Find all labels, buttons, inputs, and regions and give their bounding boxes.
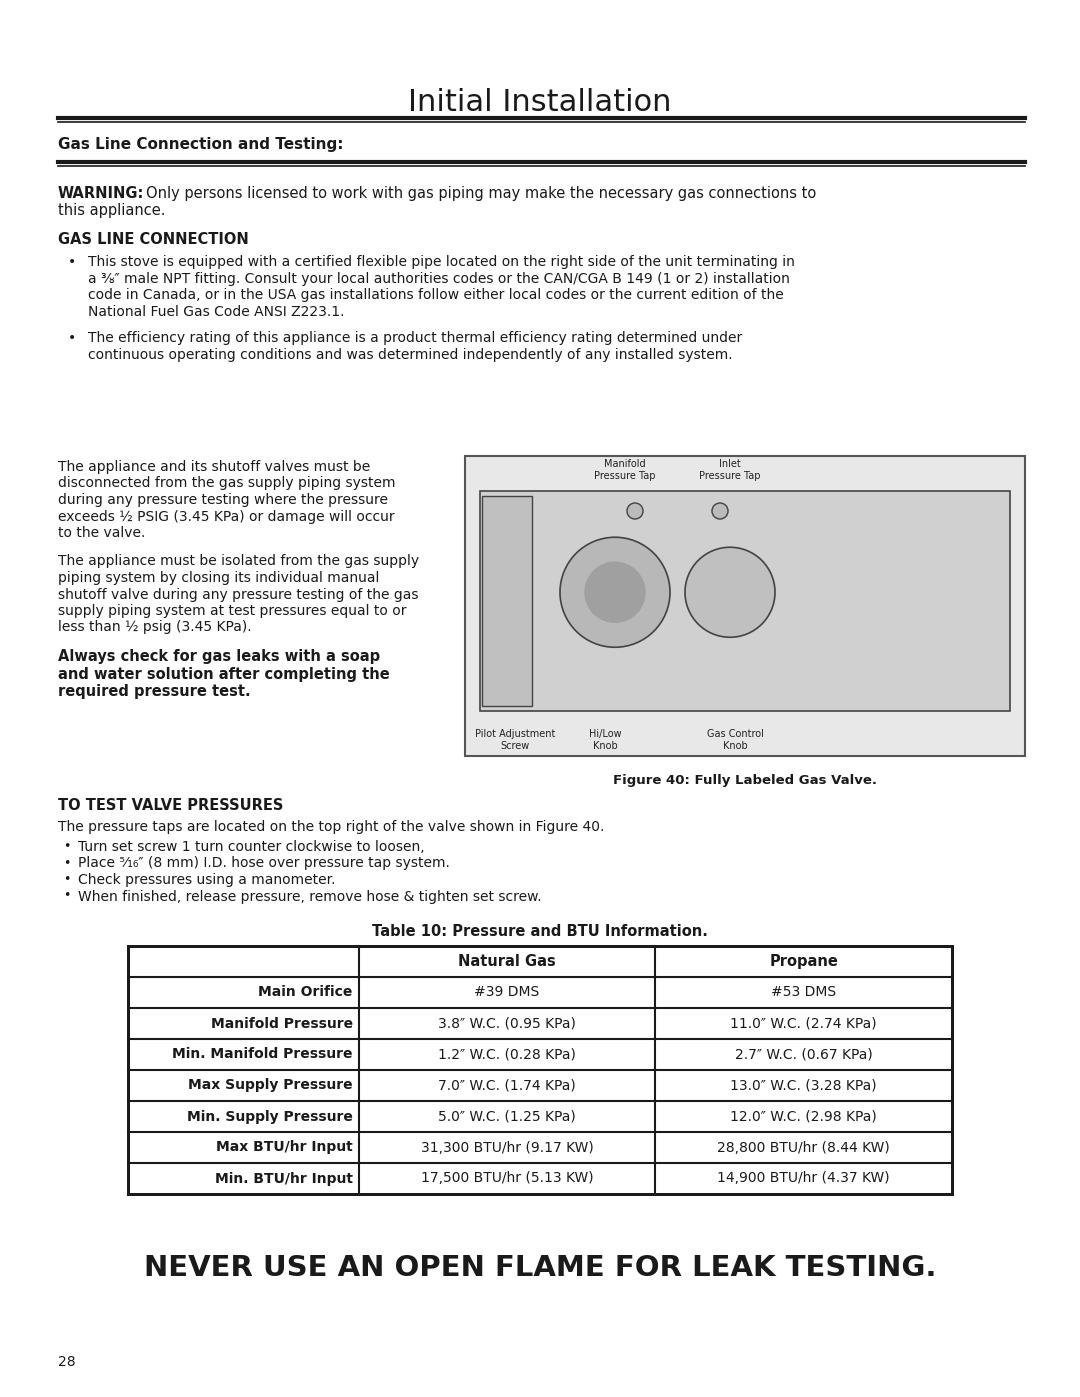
Text: to the valve.: to the valve. <box>58 527 146 541</box>
Text: When finished, release pressure, remove hose & tighten set screw.: When finished, release pressure, remove … <box>78 890 542 904</box>
Text: The appliance must be isolated from the gas supply: The appliance must be isolated from the … <box>58 555 419 569</box>
Text: 3.8″ W.C. (0.95 KPa): 3.8″ W.C. (0.95 KPa) <box>438 1017 576 1031</box>
Text: 7.0″ W.C. (1.74 KPa): 7.0″ W.C. (1.74 KPa) <box>438 1078 576 1092</box>
Text: Min. Supply Pressure: Min. Supply Pressure <box>187 1109 353 1123</box>
Text: This stove is equipped with a certified flexible pipe located on the right side : This stove is equipped with a certified … <box>87 256 795 270</box>
Bar <box>129 946 951 1194</box>
Text: The appliance and its shutoff valves must be: The appliance and its shutoff valves mus… <box>58 460 370 474</box>
Text: NEVER USE AN OPEN FLAME FOR LEAK TESTING.: NEVER USE AN OPEN FLAME FOR LEAK TESTING… <box>144 1255 936 1282</box>
Text: code in Canada, or in the USA gas installations follow either local codes or the: code in Canada, or in the USA gas instal… <box>87 288 784 302</box>
Text: shutoff valve during any pressure testing of the gas: shutoff valve during any pressure testin… <box>58 588 419 602</box>
Text: Check pressures using a manometer.: Check pressures using a manometer. <box>78 873 336 887</box>
Text: disconnected from the gas supply piping system: disconnected from the gas supply piping … <box>58 476 395 490</box>
Text: The efficiency rating of this appliance is a product thermal efficiency rating d: The efficiency rating of this appliance … <box>87 331 742 345</box>
Text: Min. Manifold Pressure: Min. Manifold Pressure <box>172 1048 353 1062</box>
Text: 2.7″ W.C. (0.67 KPa): 2.7″ W.C. (0.67 KPa) <box>734 1048 873 1062</box>
Text: 17,500 BTU/hr (5.13 KW): 17,500 BTU/hr (5.13 KW) <box>421 1172 593 1186</box>
Text: Manifold
Pressure Tap: Manifold Pressure Tap <box>594 460 656 481</box>
Text: Inlet
Pressure Tap: Inlet Pressure Tap <box>699 460 760 481</box>
Circle shape <box>561 538 670 647</box>
Text: Turn set screw 1 turn counter clockwise to loosen,: Turn set screw 1 turn counter clockwise … <box>78 840 424 854</box>
Text: •: • <box>68 256 77 270</box>
Text: GAS LINE CONNECTION: GAS LINE CONNECTION <box>58 232 248 247</box>
Text: Main Orifice: Main Orifice <box>258 985 353 999</box>
Text: •: • <box>63 840 70 854</box>
Text: 5.0″ W.C. (1.25 KPa): 5.0″ W.C. (1.25 KPa) <box>438 1109 576 1123</box>
Text: Max BTU/hr Input: Max BTU/hr Input <box>216 1140 353 1154</box>
Text: Hi/Low
Knob: Hi/Low Knob <box>589 729 621 752</box>
Text: Figure 40: Fully Labeled Gas Valve.: Figure 40: Fully Labeled Gas Valve. <box>613 774 877 787</box>
Bar <box>465 455 1025 756</box>
Text: and water solution after completing the: and water solution after completing the <box>58 666 390 682</box>
Text: exceeds ½ PSIG (3.45 KPa) or damage will occur: exceeds ½ PSIG (3.45 KPa) or damage will… <box>58 510 394 524</box>
Text: 31,300 BTU/hr (9.17 KW): 31,300 BTU/hr (9.17 KW) <box>421 1140 593 1154</box>
Text: The pressure taps are located on the top right of the valve shown in Figure 40.: The pressure taps are located on the top… <box>58 820 605 834</box>
Text: 28,800 BTU/hr (8.44 KW): 28,800 BTU/hr (8.44 KW) <box>717 1140 890 1154</box>
Bar <box>482 496 532 705</box>
Text: 11.0″ W.C. (2.74 KPa): 11.0″ W.C. (2.74 KPa) <box>730 1017 877 1031</box>
Text: Manifold Pressure: Manifold Pressure <box>211 1017 353 1031</box>
Text: a ⅜″ male NPT fitting. Consult your local authorities codes or the CAN/CGA B 149: a ⅜″ male NPT fitting. Consult your loca… <box>87 271 789 285</box>
Text: Min. BTU/hr Input: Min. BTU/hr Input <box>215 1172 353 1186</box>
Circle shape <box>712 503 728 520</box>
Text: piping system by closing its individual manual: piping system by closing its individual … <box>58 571 379 585</box>
Text: Initial Installation: Initial Installation <box>408 88 672 117</box>
Text: •: • <box>68 331 77 345</box>
Text: Gas Control
Knob: Gas Control Knob <box>706 729 764 752</box>
Text: #39 DMS: #39 DMS <box>474 985 540 999</box>
Text: •: • <box>63 873 70 886</box>
Bar <box>480 490 1010 711</box>
Text: WARNING:: WARNING: <box>58 186 145 201</box>
Text: continuous operating conditions and was determined independently of any installe: continuous operating conditions and was … <box>87 348 732 362</box>
Text: Table 10: Pressure and BTU Information.: Table 10: Pressure and BTU Information. <box>373 923 707 939</box>
Text: 14,900 BTU/hr (4.37 KW): 14,900 BTU/hr (4.37 KW) <box>717 1172 890 1186</box>
Circle shape <box>627 503 643 520</box>
Text: 28: 28 <box>58 1355 76 1369</box>
Text: during any pressure testing where the pressure: during any pressure testing where the pr… <box>58 493 388 507</box>
Text: 12.0″ W.C. (2.98 KPa): 12.0″ W.C. (2.98 KPa) <box>730 1109 877 1123</box>
Text: Propane: Propane <box>769 954 838 970</box>
Text: National Fuel Gas Code ANSI Z223.1.: National Fuel Gas Code ANSI Z223.1. <box>87 305 345 319</box>
Text: 1.2″ W.C. (0.28 KPa): 1.2″ W.C. (0.28 KPa) <box>438 1048 576 1062</box>
Text: Place ⁵⁄₁₆″ (8 mm) I.D. hose over pressure tap system.: Place ⁵⁄₁₆″ (8 mm) I.D. hose over pressu… <box>78 856 450 870</box>
Text: Natural Gas: Natural Gas <box>458 954 556 970</box>
Text: Max Supply Pressure: Max Supply Pressure <box>188 1078 353 1092</box>
Text: less than ½ psig (3.45 KPa).: less than ½ psig (3.45 KPa). <box>58 620 252 634</box>
Text: Only persons licensed to work with gas piping may make the necessary gas connect: Only persons licensed to work with gas p… <box>146 186 816 201</box>
Text: required pressure test.: required pressure test. <box>58 685 251 698</box>
Text: Always check for gas leaks with a soap: Always check for gas leaks with a soap <box>58 650 380 664</box>
Text: Gas Line Connection and Testing:: Gas Line Connection and Testing: <box>58 137 343 152</box>
Text: TO TEST VALVE PRESSURES: TO TEST VALVE PRESSURES <box>58 798 283 813</box>
Text: Pilot Adjustment
Screw: Pilot Adjustment Screw <box>475 729 555 752</box>
Text: •: • <box>63 890 70 902</box>
Text: this appliance.: this appliance. <box>58 203 165 218</box>
Text: supply piping system at test pressures equal to or: supply piping system at test pressures e… <box>58 604 406 617</box>
Circle shape <box>685 548 775 637</box>
Text: #53 DMS: #53 DMS <box>771 985 836 999</box>
Circle shape <box>585 562 645 622</box>
Text: •: • <box>63 856 70 869</box>
Text: 13.0″ W.C. (3.28 KPa): 13.0″ W.C. (3.28 KPa) <box>730 1078 877 1092</box>
